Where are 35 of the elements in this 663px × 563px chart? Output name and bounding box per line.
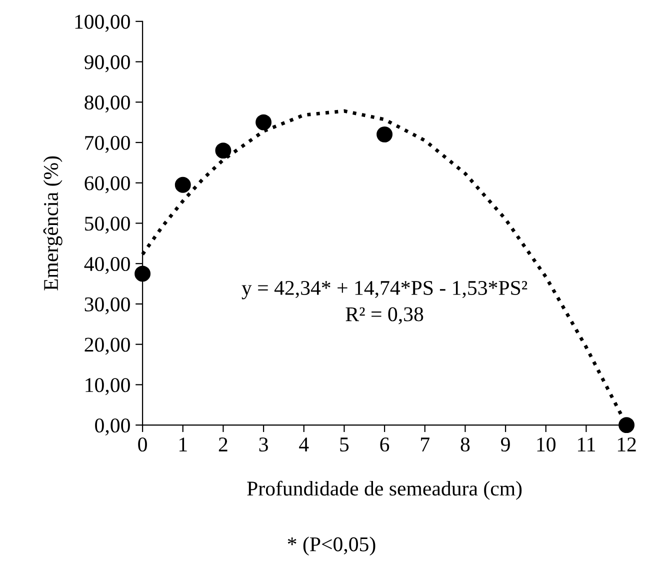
x-tick-label: 6 [380, 438, 390, 452]
x-tick-label: 8 [460, 437, 470, 452]
text: * (P<0,05) [288, 536, 376, 556]
y-tick-label: 80,00 [84, 96, 130, 113]
y-tick-label: 70,00 [85, 136, 130, 153]
annotation: y = 42,34* + 14,74*PS - 1,53*PS² [242, 280, 528, 300]
y-tick-label: 60,00 [84, 176, 130, 194]
x-tick-label: 0 [138, 437, 147, 452]
x-tick-label: 10 [537, 437, 556, 452]
point [376, 126, 393, 142]
y-tick-label: 10,00 [86, 378, 130, 396]
y-tick-label: 50,00 [85, 216, 130, 234]
x-tick-label: 9 [501, 438, 510, 452]
x-tick-label: 7 [421, 438, 430, 452]
y-tick-label: 20,00 [84, 338, 130, 355]
x-tick-label: 12 [618, 438, 636, 452]
annotation: R² = 0,38 [346, 307, 424, 324]
point [256, 114, 272, 130]
x-tick-label: 3 [259, 438, 268, 452]
x-tick-label: 11 [578, 438, 595, 452]
x-tick-label: 2 [218, 438, 228, 452]
y-axis-title: Emergência (%) [43, 156, 62, 290]
y-tick-label: 90,00 [84, 55, 130, 72]
point [134, 266, 151, 282]
point [174, 176, 191, 193]
x-tick-label: 4 [299, 438, 309, 452]
y-tick-label: 30,00 [84, 297, 130, 314]
y-tick-label: 100,00 [75, 14, 130, 32]
x-tick-label: 5 [340, 438, 349, 452]
point [215, 142, 232, 159]
y-tick-label: 0,00 [95, 418, 130, 436]
y-tick-label: 40,00 [84, 256, 130, 274]
x-tick-label: 1 [180, 438, 187, 452]
x-axis-title: Profundidade de semeadura (cm) [247, 480, 522, 500]
point [618, 417, 635, 434]
